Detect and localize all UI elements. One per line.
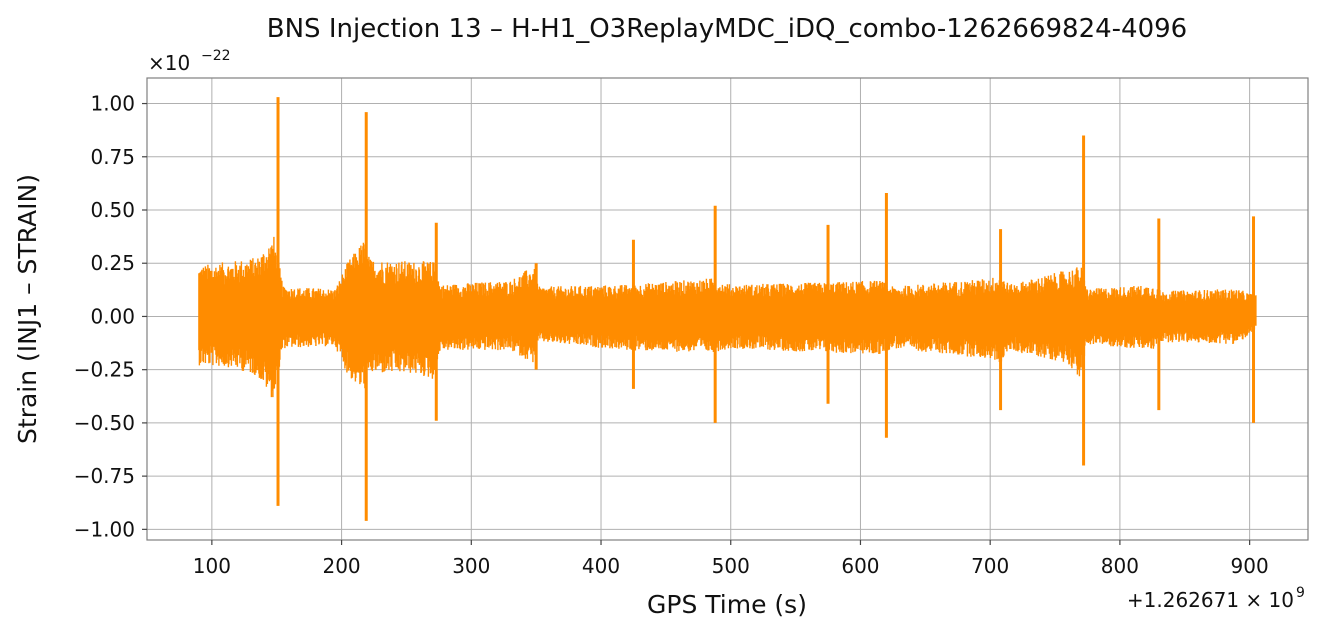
y-tick-label: 0.75 (90, 145, 135, 169)
y-tick-label: 0.50 (90, 198, 135, 222)
chart-title: BNS Injection 13 – H-H1_O3ReplayMDC_iDQ_… (267, 14, 1187, 44)
y-tick-label: −0.75 (74, 464, 135, 488)
x-tick-label: 300 (452, 554, 490, 578)
y-tick-label: −0.25 (74, 358, 135, 382)
y-axis-label: Strain (INJ1 – STRAIN) (13, 174, 42, 444)
x-offset-exponent: 9 (1296, 585, 1305, 601)
y-tick-label: 1.00 (90, 92, 135, 116)
y-tick-label: 0.00 (90, 304, 135, 328)
x-tick-label: 600 (841, 554, 879, 578)
x-tick-label: 400 (582, 554, 620, 578)
y-scale-multiplier: ×10 −22 (148, 48, 231, 75)
y-tick-label: 0.25 (90, 251, 135, 275)
y-scale-exponent: −22 (201, 48, 231, 64)
x-tick-label: 800 (1101, 554, 1139, 578)
x-axis-label: GPS Time (s) (647, 590, 807, 619)
data-series (198, 97, 1257, 521)
y-scale-label: ×10 (148, 51, 190, 75)
x-tick-label: 900 (1231, 554, 1269, 578)
x-offset-multiplier: +1.262671 × 10 9 (1127, 585, 1305, 612)
x-tick-label: 200 (322, 554, 360, 578)
y-tick-label: −0.50 (74, 411, 135, 435)
plot-frame (146, 77, 1309, 541)
y-tick-label: −1.00 (74, 517, 135, 541)
axis-ticks: 100 200 300 400 500 600 700 800 900 1.00 0.75 0.50 0… (74, 92, 1269, 578)
x-tick-label: 700 (971, 554, 1009, 578)
x-tick-label: 100 (193, 554, 231, 578)
x-tick-label: 500 (712, 554, 750, 578)
x-offset-label: +1.262671 × 10 (1127, 588, 1294, 612)
strain-series-envelope (198, 236, 1257, 398)
